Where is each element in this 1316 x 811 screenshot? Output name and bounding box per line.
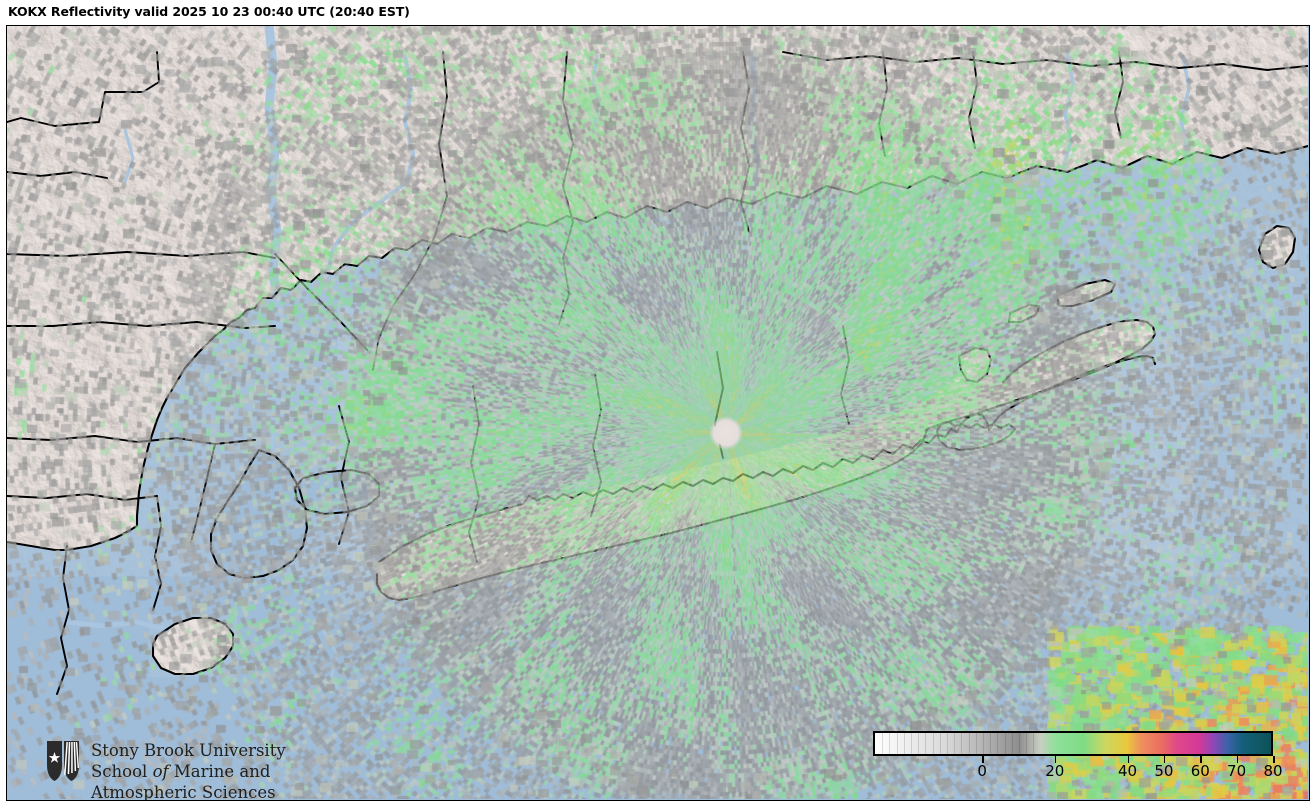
- colorbar-band-divider: [1033, 733, 1035, 754]
- colorbar-band-divider: [968, 733, 970, 754]
- colorbar-band-divider: [903, 733, 905, 754]
- map-canvas: 0 20 40 50 60 70 80 Stony B: [7, 26, 1308, 801]
- colorbar-band-divider: [1004, 733, 1006, 754]
- colorbar-band-divider: [889, 733, 891, 754]
- colorbar-band-divider: [932, 733, 934, 754]
- logo-line-2-post: Marine and: [168, 762, 271, 781]
- colorbar: 0 20 40 50 60 70 80: [873, 731, 1283, 791]
- colorbar-band-divider: [925, 733, 927, 754]
- colorbar-band-divider: [982, 733, 984, 754]
- page-title: KOKX Reflectivity valid 2025 10 23 00:40…: [8, 4, 410, 19]
- colorbar-band-divider: [946, 733, 948, 754]
- colorbar-band-divider: [882, 733, 884, 754]
- colorbar-band-divider: [961, 733, 963, 754]
- sbu-logo-text: Stony Brook University School of Marine …: [91, 740, 286, 801]
- colorbar-tick: [1200, 756, 1202, 763]
- map-panel: 0 20 40 50 60 70 80 Stony B: [6, 25, 1310, 801]
- colorbar-tick-label: 50: [1154, 762, 1174, 780]
- colorbar-band-divider: [954, 733, 956, 754]
- colorbar-band-divider: [997, 733, 999, 754]
- logo-line-2: School of Marine and: [91, 761, 286, 782]
- logo-line-1: Stony Brook University: [91, 741, 286, 760]
- colorbar-band-divider: [918, 733, 920, 754]
- colorbar-band-divider: [910, 733, 912, 754]
- logo-line-2-pre: School: [91, 762, 153, 781]
- colorbar-tick-label: 60: [1190, 762, 1210, 780]
- colorbar-tick-label: 0: [977, 762, 987, 780]
- colorbar-tick-label: 80: [1263, 762, 1283, 780]
- logo-line-3: Atmospheric Sciences: [91, 783, 276, 801]
- colorbar-band-divider: [939, 733, 941, 754]
- colorbar-tick-label: 40: [1117, 762, 1138, 780]
- colorbar-band-divider: [975, 733, 977, 754]
- colorbar-band-divider: [1026, 733, 1028, 754]
- logo-line-2-em: of: [152, 762, 169, 781]
- colorbar-tick: [1054, 756, 1057, 763]
- shield-crest-icon: [47, 741, 80, 781]
- colorbar-tick: [982, 756, 984, 763]
- colorbar-tick: [1273, 756, 1275, 763]
- colorbar-band-divider: [1011, 733, 1013, 754]
- colorbar-band-divider: [1018, 733, 1020, 754]
- colorbar-gradient: [875, 733, 1271, 754]
- colorbar-band-divider: [896, 733, 898, 754]
- sbu-logo: Stony Brook University School of Marine …: [45, 739, 305, 801]
- colorbar-tick: [1163, 756, 1166, 763]
- colorbar-tick-label: 20: [1045, 762, 1065, 780]
- colorbar-tick-label: 70: [1227, 762, 1247, 780]
- colorbar-tick: [1236, 756, 1239, 763]
- colorbar-tick: [1127, 756, 1130, 763]
- colorbar-band-divider: [990, 733, 992, 754]
- radar-reflectivity-overlay: [7, 26, 1308, 799]
- colorbar-gradient-frame: [873, 731, 1273, 756]
